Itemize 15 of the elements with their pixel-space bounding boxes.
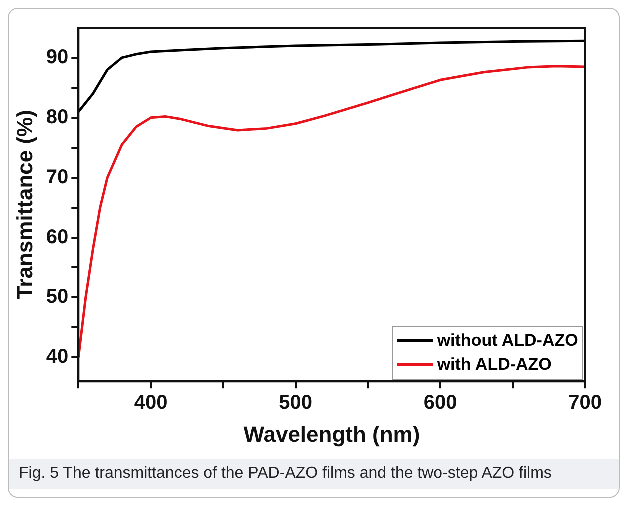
y-tick-label: 70 [46, 166, 69, 188]
y-tick-label: 80 [46, 106, 69, 128]
x-axis-title: Wavelength (nm) [244, 422, 420, 447]
x-tick-label: 600 [424, 392, 458, 414]
y-tick-label: 40 [46, 346, 69, 368]
y-tick-label: 50 [46, 286, 69, 308]
x-tick-label: 700 [568, 392, 602, 414]
x-tick-label: 500 [279, 392, 312, 414]
legend-label: without ALD-AZO [437, 330, 578, 352]
y-tick-label: 90 [46, 46, 69, 68]
caption: Fig. 5 The transmittances of the PAD-AZO films and the two-step AZO films [9, 459, 619, 489]
y-axis-title: Transmittance (%) [12, 110, 38, 300]
legend-label: with ALD-AZO [437, 354, 552, 376]
y-tick-label: 60 [46, 226, 69, 248]
x-tick-label: 400 [134, 392, 168, 414]
